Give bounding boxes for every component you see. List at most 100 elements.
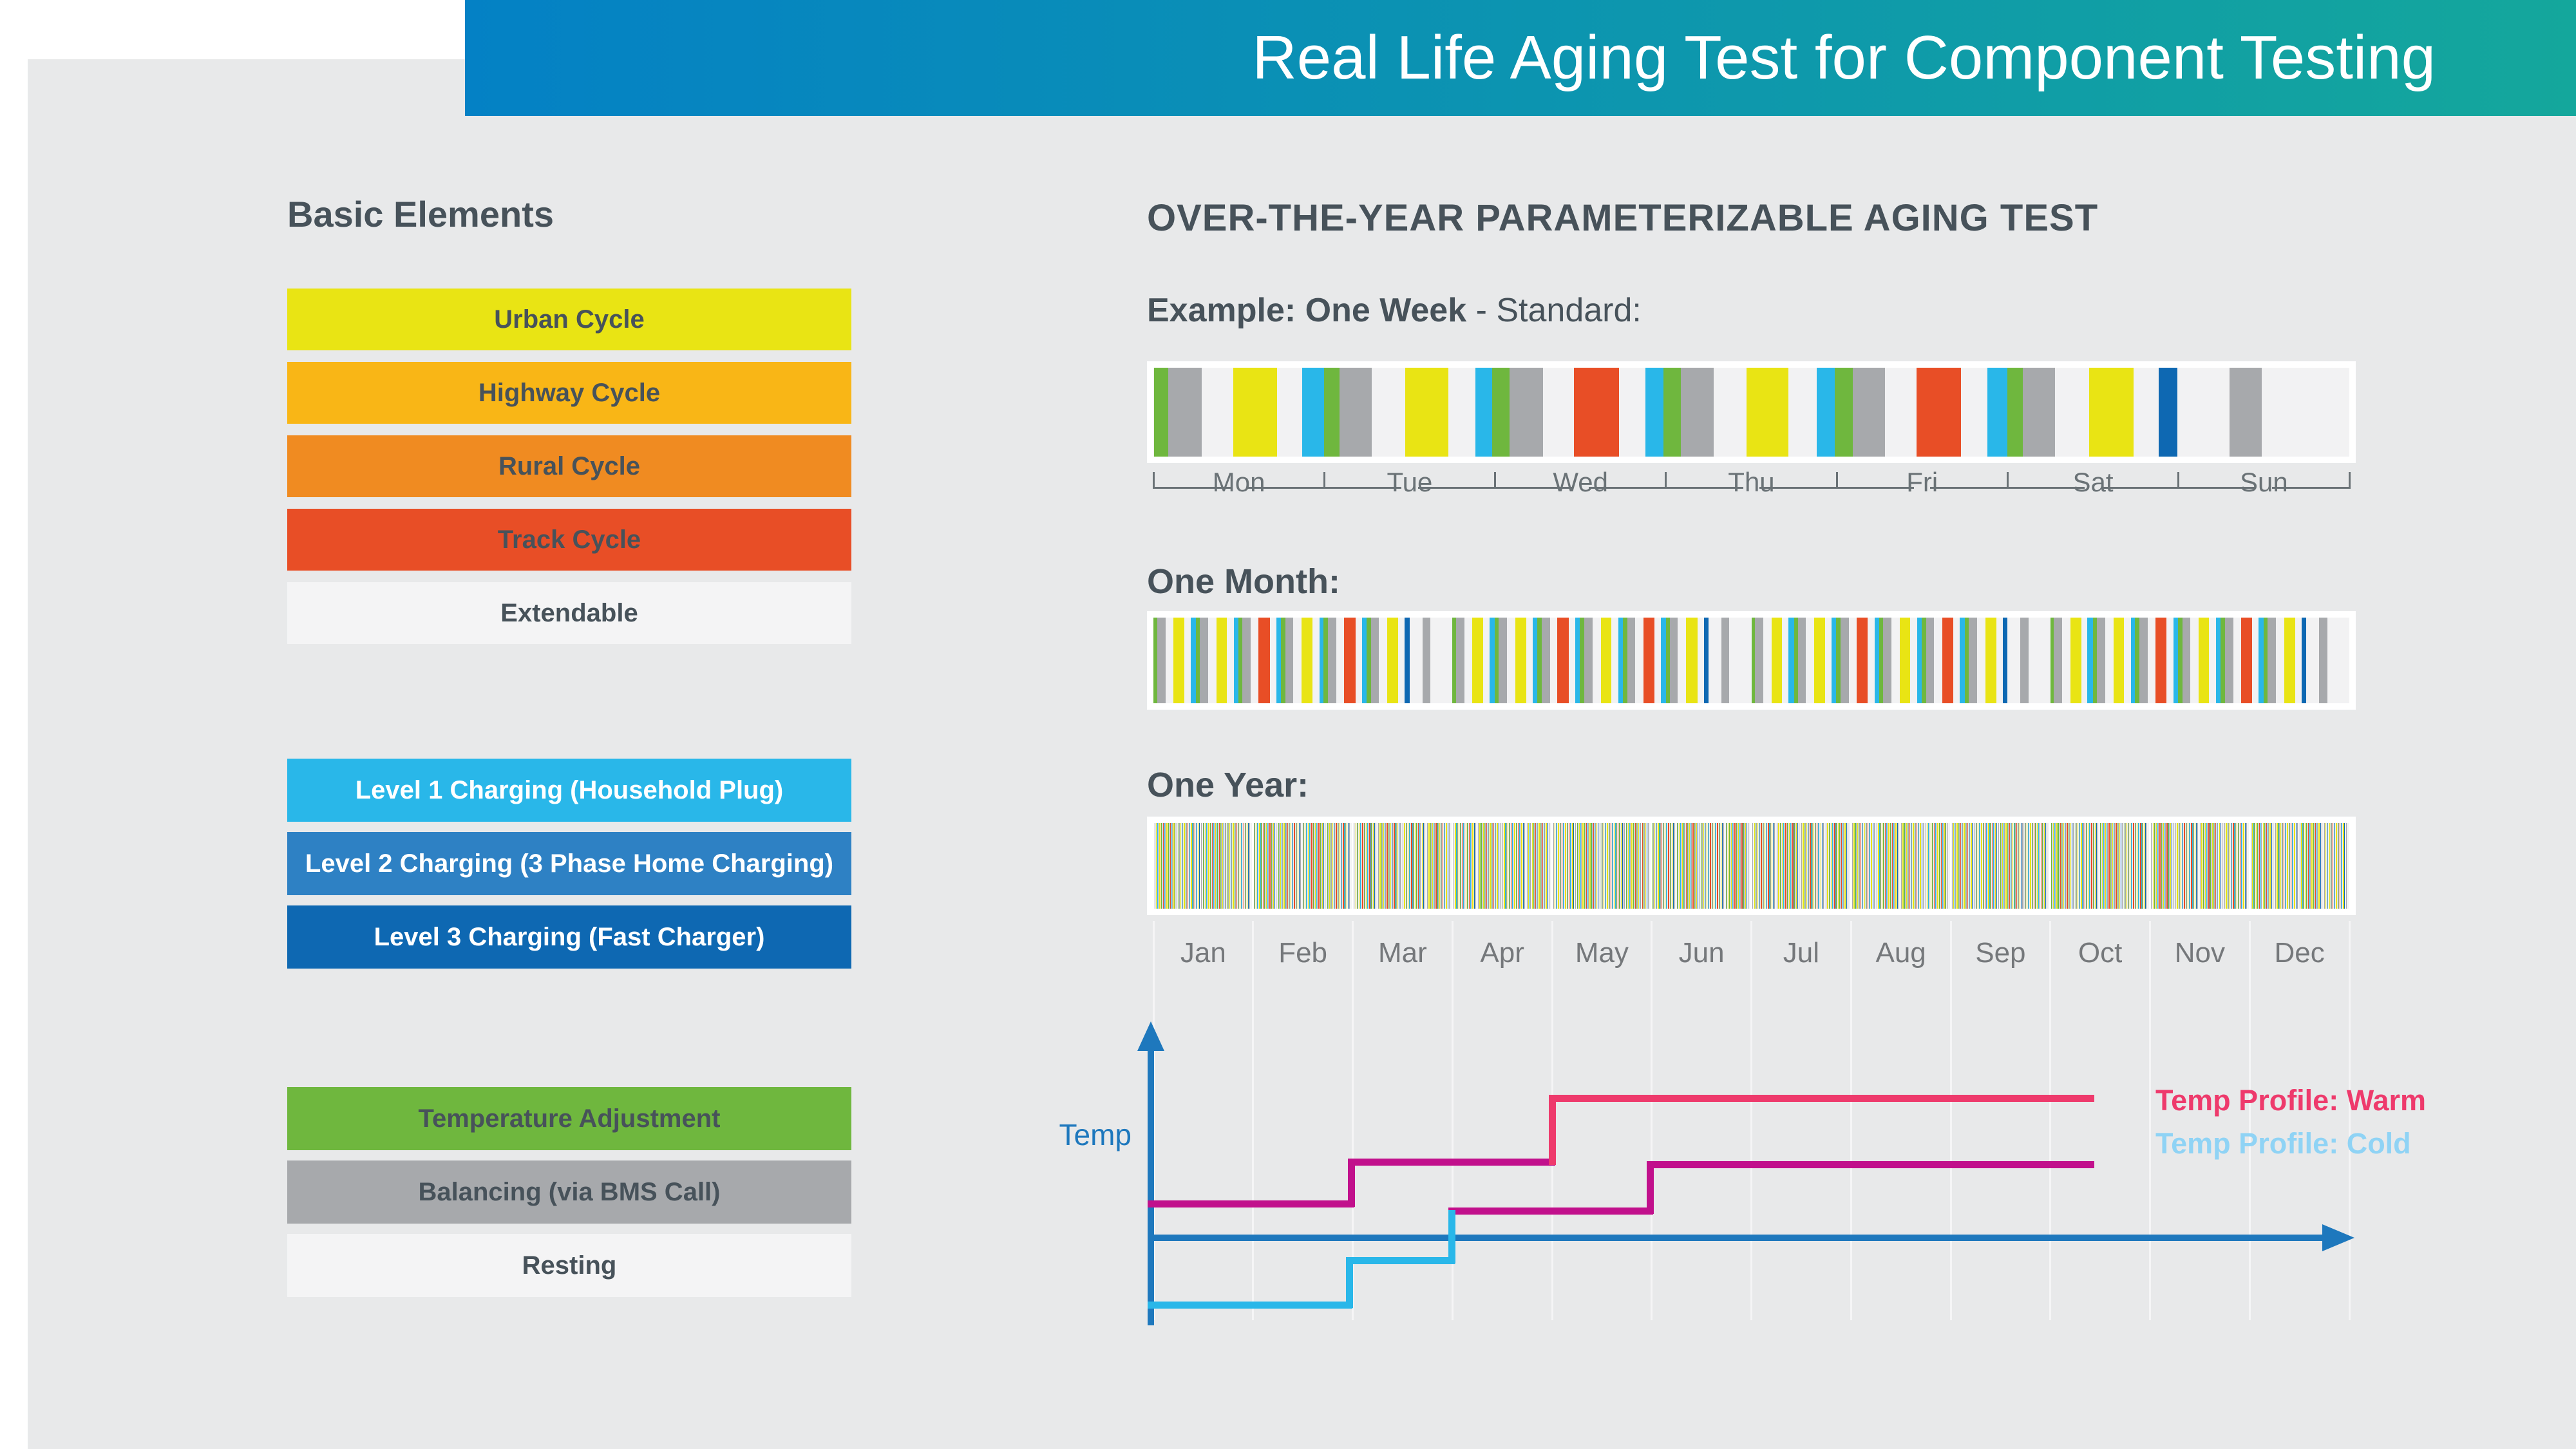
cycle-segment <box>2294 823 2295 909</box>
week-pattern <box>1677 823 1701 909</box>
cycle-segment <box>2104 823 2105 909</box>
cycle-segment <box>2161 823 2162 909</box>
cycle-segment <box>1412 823 1414 909</box>
cycle-segment <box>1666 823 1667 909</box>
day-tick-line <box>1247 487 1325 489</box>
cycle-segment <box>1378 823 1379 909</box>
cycle-segment <box>1812 823 1813 909</box>
cycle-segment <box>1360 823 1361 909</box>
day-label: Sun <box>2239 467 2288 497</box>
cycle-segment <box>1781 823 1783 909</box>
year-month-cell <box>1951 823 2050 909</box>
cycle-segment <box>1839 823 1840 909</box>
cycle-segment <box>1630 823 1631 909</box>
cycle-segment <box>2085 823 2087 909</box>
cycle-segment <box>2186 823 2187 909</box>
week-pattern <box>2151 823 2175 909</box>
cycle-segment <box>1673 823 1674 909</box>
cycle-segment <box>1967 823 1969 909</box>
cycle-segment <box>1320 823 1321 909</box>
cycle-segment <box>1527 823 1528 909</box>
cycle-segment <box>1902 823 1904 909</box>
cycle-segment <box>1582 823 1584 909</box>
cycle-segment <box>1537 823 1538 909</box>
cycle-segment <box>2039 823 2040 909</box>
cycle-segment <box>1512 823 1513 909</box>
element-bar: Highway Cycle <box>287 362 851 424</box>
cycle-segment <box>1862 823 1863 909</box>
cycle-segment <box>1533 618 1537 703</box>
cycle-segment <box>1292 823 1293 909</box>
cycle-segment <box>1785 823 1786 909</box>
cycle-segment <box>2241 823 2242 909</box>
week-pattern <box>1726 823 1750 909</box>
cycle-segment <box>2157 823 2158 909</box>
cycle-segment <box>1305 823 1307 909</box>
cycle-segment <box>1911 823 1913 909</box>
cycle-segment <box>1489 618 1495 703</box>
cycle-segment <box>1640 823 1642 909</box>
cycle-segment <box>1779 823 1781 909</box>
cycle-segment <box>1736 823 1737 909</box>
cycle-segment <box>1409 823 1410 909</box>
cycle-segment <box>2119 823 2121 909</box>
cycle-segment <box>2264 823 2265 909</box>
cycle-segment <box>1266 823 1267 909</box>
cycle-segment <box>2215 823 2217 909</box>
cycle-segment <box>2264 823 2266 909</box>
cycle-segment <box>1814 618 1825 703</box>
cycle-segment <box>2165 823 2166 909</box>
cycle-segment <box>1578 823 1580 909</box>
cycle-segment <box>1887 823 1888 909</box>
cycle-segment <box>2170 823 2172 909</box>
cycle-segment <box>1643 823 1644 909</box>
cycle-segment <box>1430 823 1431 909</box>
cycle-segment <box>1437 823 1438 909</box>
cycle-segment <box>1596 823 1598 909</box>
cycle-segment <box>2285 823 2286 909</box>
month-gridline <box>2149 921 2151 1320</box>
cycle-segment <box>1584 823 1585 909</box>
cycle-segment <box>2268 823 2269 909</box>
cycle-segment <box>2113 618 2125 703</box>
cycle-segment <box>2011 823 2012 909</box>
cycle-segment <box>2284 618 2296 703</box>
cycle-segment <box>1728 823 1730 909</box>
cycle-segment <box>1479 823 1481 909</box>
cycle-segment <box>1245 823 1246 909</box>
cycle-segment <box>2158 823 2159 909</box>
cycle-segment <box>2235 823 2236 909</box>
cycle-segment <box>2213 823 2215 909</box>
cycle-segment <box>1572 823 1573 909</box>
cycle-segment <box>1616 823 1617 909</box>
cycle-segment <box>2128 823 2129 909</box>
cycle-segment <box>1316 823 1318 909</box>
cycle-segment <box>2229 368 2262 457</box>
cycle-segment <box>2173 618 2178 703</box>
cycle-segment <box>2168 823 2169 909</box>
cycle-segment <box>1213 823 1214 909</box>
week-pattern <box>1452 618 1751 703</box>
temp-line-segment <box>1647 1160 2094 1168</box>
cycle-segment <box>1302 368 1324 457</box>
cycle-segment <box>1171 823 1172 909</box>
cycle-segment <box>1691 823 1692 909</box>
cycle-segment <box>1241 823 1242 909</box>
cycle-segment <box>1953 823 1955 909</box>
cycle-segment <box>1757 823 1759 909</box>
cycle-segment <box>1472 823 1473 909</box>
cycle-segment <box>2070 618 2081 703</box>
cycle-segment <box>2313 823 2314 909</box>
cycle-segment <box>1670 823 1671 909</box>
cycle-segment <box>1331 823 1332 909</box>
cycle-segment <box>1656 823 1658 909</box>
cycle-segment <box>1227 823 1229 909</box>
cycle-segment <box>2142 823 2143 909</box>
cycle-segment <box>1573 823 1574 909</box>
week-pattern <box>1227 823 1252 909</box>
cycle-segment <box>1581 823 1582 909</box>
cycle-segment <box>2297 823 2298 909</box>
cycle-segment <box>1832 618 1837 703</box>
cycle-segment <box>2117 823 2119 909</box>
cycle-segment <box>2005 823 2007 909</box>
